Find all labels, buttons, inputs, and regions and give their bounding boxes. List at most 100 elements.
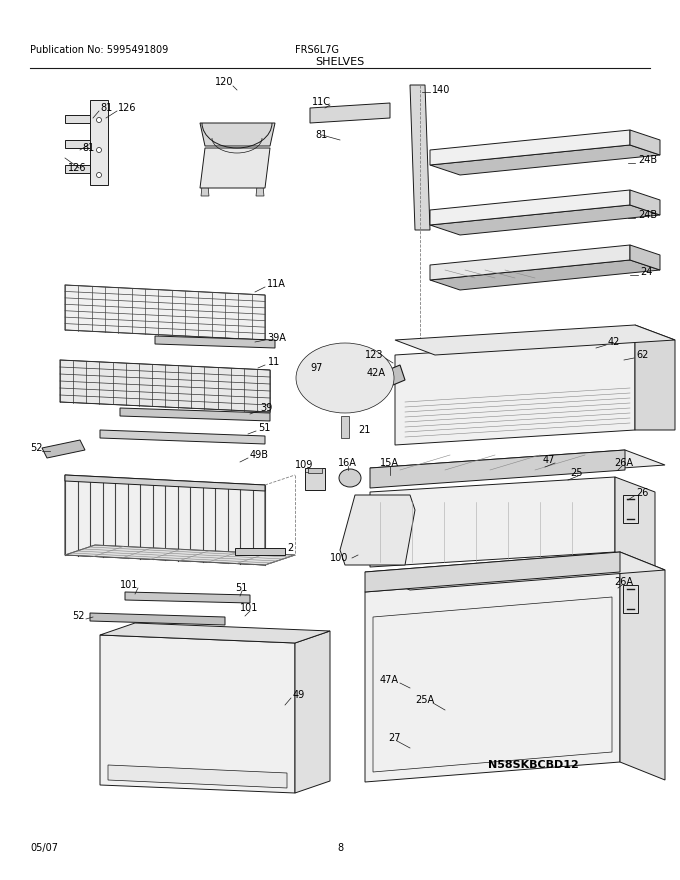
Polygon shape [430, 130, 630, 165]
Text: FRS6L7G: FRS6L7G [295, 45, 339, 55]
Text: 101: 101 [240, 603, 258, 613]
Polygon shape [635, 325, 675, 430]
Text: 47: 47 [543, 455, 556, 465]
Text: 21: 21 [358, 425, 371, 435]
Polygon shape [410, 85, 430, 230]
Text: 25A: 25A [415, 695, 434, 705]
Text: 25: 25 [570, 468, 583, 478]
Text: 109: 109 [295, 460, 313, 470]
Text: 100: 100 [330, 553, 348, 563]
Circle shape [97, 148, 101, 152]
Polygon shape [65, 475, 265, 565]
Polygon shape [125, 592, 250, 603]
Polygon shape [370, 450, 665, 483]
Polygon shape [235, 548, 285, 555]
Text: 62: 62 [636, 350, 648, 360]
Polygon shape [430, 205, 660, 235]
Ellipse shape [310, 353, 380, 403]
Polygon shape [42, 440, 85, 458]
Circle shape [97, 172, 101, 178]
Text: 47A: 47A [380, 675, 399, 685]
Text: 126: 126 [68, 163, 86, 173]
Text: 26A: 26A [614, 458, 633, 468]
Polygon shape [305, 468, 325, 490]
Polygon shape [90, 613, 225, 625]
Text: 51: 51 [258, 423, 271, 433]
Text: 97: 97 [310, 363, 322, 373]
Polygon shape [310, 103, 390, 123]
Text: 2: 2 [287, 543, 293, 553]
Polygon shape [388, 365, 405, 385]
Text: N58SKBCBD12: N58SKBCBD12 [488, 760, 579, 770]
Ellipse shape [338, 373, 352, 383]
Polygon shape [60, 360, 270, 412]
Text: 49: 49 [293, 690, 305, 700]
Text: 05/07: 05/07 [30, 843, 58, 853]
Text: Publication No: 5995491809: Publication No: 5995491809 [30, 45, 168, 55]
Polygon shape [430, 145, 660, 175]
Polygon shape [65, 545, 295, 565]
Text: 42: 42 [608, 337, 620, 347]
Text: 52: 52 [72, 611, 84, 621]
Polygon shape [200, 148, 270, 188]
Polygon shape [65, 285, 265, 340]
Text: 24B: 24B [638, 155, 657, 165]
Ellipse shape [339, 469, 361, 487]
Polygon shape [65, 475, 265, 491]
Polygon shape [341, 416, 349, 438]
Polygon shape [256, 186, 264, 196]
Text: 39: 39 [260, 403, 272, 413]
Polygon shape [365, 552, 665, 590]
Ellipse shape [296, 343, 394, 413]
Circle shape [97, 118, 101, 122]
Polygon shape [365, 552, 620, 592]
Text: 8: 8 [337, 843, 343, 853]
Text: 11C: 11C [312, 97, 331, 107]
Polygon shape [308, 468, 322, 473]
Text: 27: 27 [388, 733, 401, 743]
Polygon shape [65, 115, 90, 123]
Text: 11A: 11A [267, 279, 286, 289]
Polygon shape [395, 325, 675, 355]
Text: 52: 52 [30, 443, 42, 453]
Text: 15A: 15A [380, 458, 399, 468]
Ellipse shape [317, 358, 373, 398]
Polygon shape [155, 336, 275, 348]
Polygon shape [295, 631, 330, 793]
Ellipse shape [331, 368, 359, 388]
Text: 26A: 26A [614, 577, 633, 587]
Polygon shape [365, 572, 620, 782]
Text: 42A: 42A [367, 368, 386, 378]
Polygon shape [630, 190, 660, 215]
Polygon shape [100, 623, 330, 643]
Text: 24B: 24B [638, 210, 657, 220]
Text: 101: 101 [120, 580, 138, 590]
Polygon shape [65, 165, 90, 173]
Text: 16A: 16A [338, 458, 357, 468]
Polygon shape [395, 340, 635, 445]
Text: 81: 81 [100, 103, 112, 113]
Polygon shape [620, 552, 665, 780]
Polygon shape [100, 635, 295, 793]
Polygon shape [430, 245, 630, 280]
Text: 81: 81 [315, 130, 327, 140]
Polygon shape [200, 123, 275, 146]
Text: 11: 11 [268, 357, 280, 367]
Text: 120: 120 [215, 77, 233, 87]
Text: 140: 140 [432, 85, 450, 95]
Polygon shape [108, 765, 287, 788]
Ellipse shape [324, 363, 366, 393]
Polygon shape [615, 477, 655, 567]
Polygon shape [430, 260, 660, 290]
Polygon shape [430, 190, 630, 225]
Text: 24: 24 [640, 267, 652, 277]
Polygon shape [630, 130, 660, 155]
Text: 126: 126 [118, 103, 137, 113]
Text: 26: 26 [636, 488, 648, 498]
Text: 49B: 49B [250, 450, 269, 460]
Text: 81: 81 [82, 143, 95, 153]
Polygon shape [120, 408, 270, 421]
Text: 39A: 39A [267, 333, 286, 343]
Polygon shape [100, 430, 265, 444]
Text: 51: 51 [235, 583, 248, 593]
